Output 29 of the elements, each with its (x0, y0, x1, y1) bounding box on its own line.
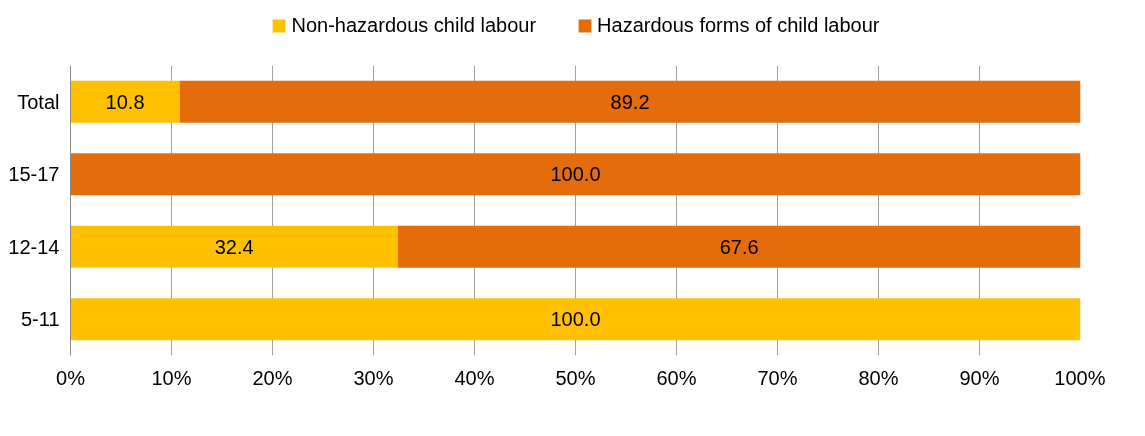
bar (179, 80, 1081, 123)
x-tick-label: 70% (757, 366, 798, 389)
x-tick-label: 80% (858, 366, 899, 389)
data-label: 10.8 (105, 90, 145, 113)
x-tick-label: 40% (454, 366, 495, 389)
data-label: 67.6 (719, 235, 759, 258)
bar (70, 80, 180, 123)
bar (70, 153, 1081, 196)
data-label: 100.0 (550, 308, 601, 331)
x-tick-label: 30% (353, 366, 394, 389)
bar (70, 225, 398, 268)
bar (397, 225, 1081, 268)
data-label: 100.0 (550, 163, 601, 186)
data-label: 32.4 (214, 235, 254, 258)
y-tick-label: 5-11 (20, 308, 60, 331)
legend-label: Non-hazardous child labour (291, 13, 537, 37)
y-tick-label: Total (17, 90, 60, 113)
x-tick-label: 90% (959, 366, 1000, 389)
y-tick-label: 15-17 (8, 163, 60, 186)
legend-label: Hazardous forms of child labour (597, 13, 880, 37)
x-tick-label: 10% (151, 366, 192, 389)
x-tick-label: 60% (656, 366, 697, 389)
x-tick-label: 100% (1054, 366, 1106, 389)
data-label: 89.2 (610, 90, 650, 113)
bar (70, 298, 1081, 341)
x-tick-label: 20% (252, 366, 293, 389)
y-tick-label: 12-14 (8, 235, 60, 258)
x-tick-label: 0% (56, 366, 86, 389)
x-tick-label: 50% (555, 366, 596, 389)
